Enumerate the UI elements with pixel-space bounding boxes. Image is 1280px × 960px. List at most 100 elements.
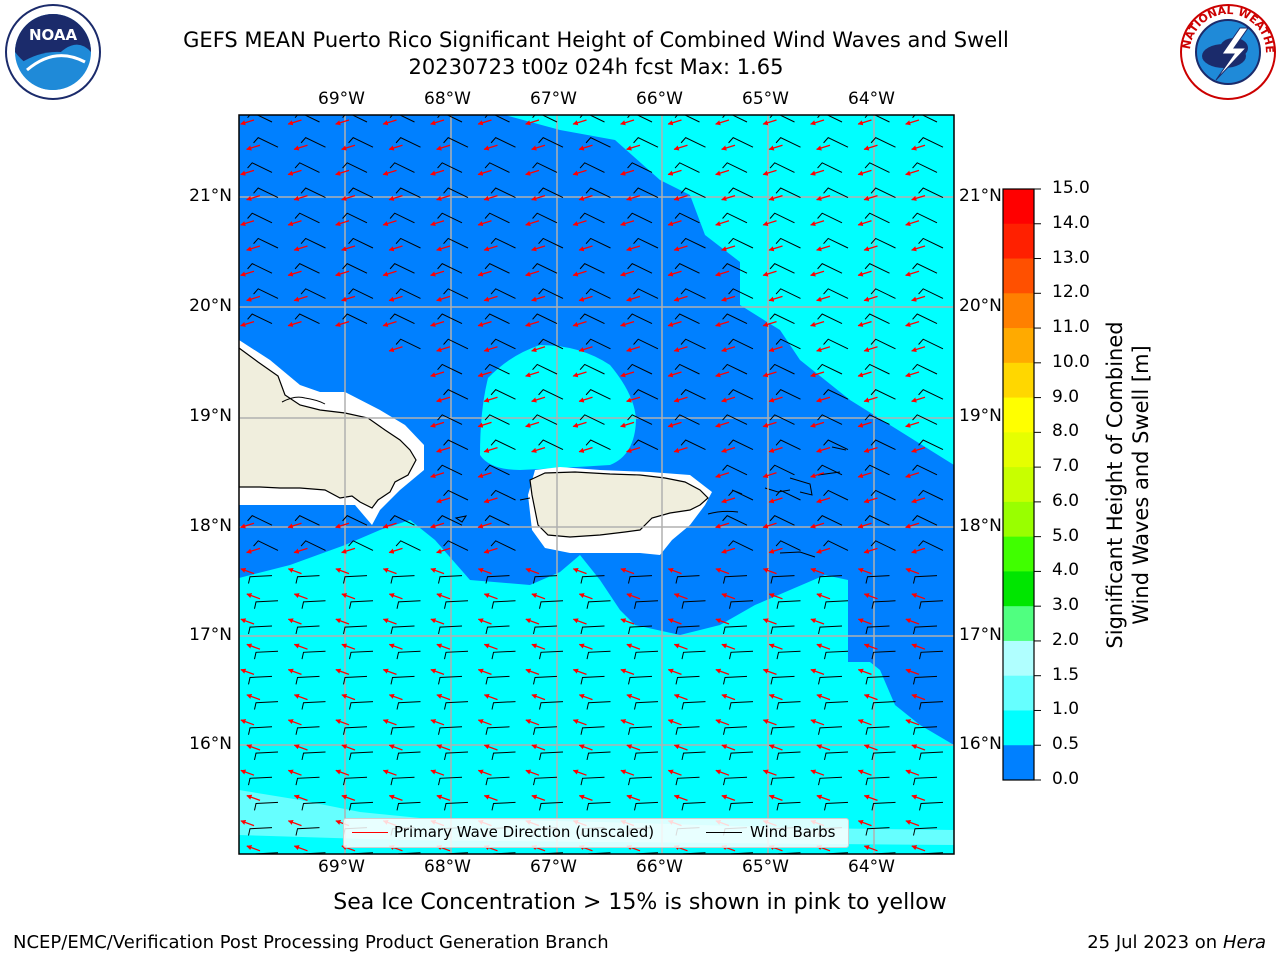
wind-barb (775, 237, 801, 249)
wave-direction-arrow (620, 769, 635, 776)
legend-wave-direction-label: Primary Wave Direction (unscaled) (394, 823, 655, 841)
wave-direction-arrow (572, 270, 587, 277)
wind-barb (300, 137, 326, 148)
wave-direction-arrow (531, 744, 546, 751)
wind-barb (349, 600, 374, 609)
wave-direction-arrow (863, 593, 878, 600)
wind-barb (817, 313, 843, 325)
wave-direction-arrow (667, 320, 682, 327)
wave-direction-arrow (335, 119, 350, 126)
wave-direction-arrow (626, 346, 641, 353)
wave-direction-arrow (430, 421, 445, 428)
wave-direction-arrow (382, 320, 397, 327)
colorbar-segment (1003, 328, 1034, 364)
wave-direction-arrow (246, 194, 261, 201)
wind-barb (437, 263, 463, 274)
wave-direction-arrow (578, 346, 593, 353)
wave-direction-arrow (911, 346, 926, 353)
wave-direction-arrow (911, 794, 926, 802)
wave-direction-arrow (578, 693, 593, 701)
wave-direction-arrow (436, 593, 451, 600)
wind-barb (484, 414, 510, 425)
wind-barb (913, 726, 938, 735)
wave-direction-arrow (715, 371, 730, 378)
wind-barb (628, 625, 653, 635)
wind-barb (871, 751, 896, 761)
wave-direction-arrow (721, 245, 736, 252)
wind-barb (532, 115, 558, 123)
wind-barb (769, 515, 795, 526)
wind-barb (823, 288, 849, 299)
wave-direction-arrow (721, 194, 736, 201)
wind-barb (443, 187, 469, 199)
wave-direction-arrow (863, 744, 878, 751)
legend-wave-direction-swatch (352, 832, 388, 833)
map-gridlines (239, 115, 954, 854)
wave-direction-arrow (911, 446, 926, 453)
wind-barb (870, 389, 896, 400)
wave-direction-arrow (578, 396, 593, 403)
wind-barb (871, 600, 896, 609)
wind-barb (585, 237, 611, 249)
wind-barb (770, 776, 795, 786)
wave-direction-arrow (768, 593, 783, 600)
lat-label-right: 17°N (959, 625, 1002, 645)
wind-barb (674, 363, 700, 375)
wave-direction-arrow (626, 744, 641, 751)
wave-direction-arrow (721, 547, 736, 554)
wind-barb (443, 389, 469, 400)
wind-barb (817, 414, 843, 425)
wave-direction-arrow (240, 618, 255, 625)
wind-barb (437, 115, 463, 123)
wind-barb (491, 650, 516, 660)
wave-direction-arrow (382, 522, 397, 529)
wave-direction-arrow (531, 144, 546, 151)
wind-barb (729, 801, 754, 811)
wave-direction-arrow (341, 643, 356, 650)
wave-direction-arrow (715, 169, 730, 176)
wind-barb (585, 338, 611, 350)
wave-direction-arrow (525, 567, 540, 575)
wind-barb (247, 115, 273, 123)
wave-direction-arrow (287, 169, 302, 176)
wind-barb (823, 187, 849, 199)
wave-direction-arrow (620, 668, 635, 676)
wave-direction-arrow (768, 744, 783, 751)
wave-direction-arrow (863, 194, 878, 201)
wave-direction-arrow (341, 593, 356, 600)
wave-direction-arrow (578, 794, 593, 802)
wind-barb (775, 389, 801, 400)
wave-direction-arrow (857, 119, 872, 126)
wind-barb (389, 263, 415, 274)
wind-barb (918, 187, 944, 199)
wave-direction-arrow (626, 446, 641, 453)
wind-barb (585, 389, 611, 400)
wind-barb (579, 212, 605, 224)
wind-barb (912, 515, 938, 526)
wind-barb (395, 338, 421, 350)
wave-direction-arrow (857, 220, 872, 227)
wave-direction-arrow (436, 547, 451, 554)
wave-direction-arrow (863, 693, 878, 701)
wind-barb (681, 751, 706, 761)
legend-wind-barbs-label: Wind Barbs (750, 823, 836, 841)
lat-label-left: 18°N (189, 516, 232, 536)
wind-barb (634, 600, 659, 609)
wave-direction-arrow (715, 119, 730, 126)
wind-barb (395, 237, 421, 249)
wind-barb (532, 363, 558, 375)
wind-barb (823, 237, 849, 249)
wave-direction-arrow (483, 693, 498, 701)
colorbar-tick-label: 9.0 (1052, 386, 1080, 407)
wind-barb (913, 776, 938, 786)
wave-direction-arrow (388, 346, 403, 353)
wind-barb (586, 801, 611, 811)
wind-barb (585, 288, 611, 299)
lat-label-left: 20°N (189, 296, 232, 316)
lon-label-bottom: 65°W (742, 857, 789, 877)
wind-barb (865, 625, 890, 635)
wave-direction-arrow (436, 194, 451, 201)
map-frame (238, 114, 955, 855)
wave-direction-arrow (531, 346, 546, 353)
wind-barb (722, 515, 748, 526)
